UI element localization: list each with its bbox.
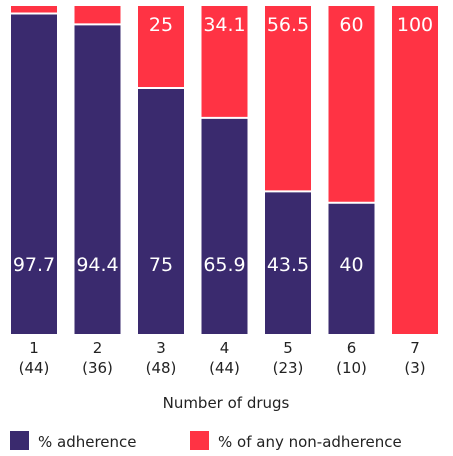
bar-non-adherence-4	[201, 6, 248, 118]
x-tick-count-2: (36)	[82, 359, 113, 377]
x-tick-count-5: (23)	[273, 359, 304, 377]
data-label-adherence-5: 43.5	[267, 254, 309, 276]
bar-adherence-3	[138, 88, 184, 334]
data-label-adherence-6: 40	[339, 254, 363, 276]
x-tick-label-1: 1	[29, 339, 39, 357]
bar-non-adherence-1	[11, 6, 57, 14]
bar-adherence-2	[74, 24, 121, 334]
bars-group: 97.7 94.4 25 75 34.1 65.9 56.5 43.5 60 40 100	[11, 6, 438, 335]
data-label-non-adherence-5: 56.5	[267, 14, 309, 36]
legend-label-adherence: % adherence	[38, 433, 137, 451]
x-tick-count-3: (48)	[146, 359, 177, 377]
x-tick-label-7: 7	[410, 339, 420, 357]
x-tick-count-4: (44)	[209, 359, 240, 377]
bar-non-adherence-7	[392, 6, 438, 334]
x-tick-label-4: 4	[220, 339, 230, 357]
bar-non-adherence-2	[74, 6, 121, 25]
legend-swatch-adherence	[10, 431, 29, 450]
legend-swatch-non-adherence	[190, 431, 209, 450]
bar-non-adherence-5	[265, 6, 311, 192]
data-label-non-adherence-4: 34.1	[203, 14, 245, 36]
x-tick-label-2: 2	[93, 339, 103, 357]
x-tick-count-1: (44)	[19, 359, 50, 377]
data-label-non-adherence-7: 100	[397, 14, 433, 36]
bar-non-adherence-6	[328, 6, 375, 203]
x-tick-label-6: 6	[347, 339, 357, 357]
x-tick-labels: 1 (44) 2 (36) 3 (48) 4 (44) 5 (23) 6 (10) 7 (3)	[19, 339, 426, 377]
bar-adherence-1	[11, 13, 57, 334]
x-tick-label-5: 5	[283, 339, 293, 357]
legend: % adherence % of any non-adherence	[10, 431, 402, 451]
data-label-adherence-4: 65.9	[203, 254, 245, 276]
x-tick-label-3: 3	[156, 339, 166, 357]
data-label-non-adherence-3: 25	[149, 14, 173, 36]
bar-adherence-6	[328, 202, 375, 334]
x-tick-count-7: (3)	[404, 359, 425, 377]
bar-non-adherence-3	[138, 6, 184, 88]
data-label-adherence-3: 75	[149, 254, 173, 276]
x-tick-count-6: (10)	[336, 359, 367, 377]
x-axis-title: Number of drugs	[163, 394, 290, 412]
data-label-adherence-1: 97.7	[13, 254, 55, 276]
data-label-adherence-2: 94.4	[76, 254, 118, 276]
legend-label-non-adherence: % of any non-adherence	[218, 433, 402, 451]
bar-adherence-5	[265, 191, 311, 334]
data-label-non-adherence-6: 60	[339, 14, 363, 36]
bar-adherence-4	[201, 117, 248, 335]
